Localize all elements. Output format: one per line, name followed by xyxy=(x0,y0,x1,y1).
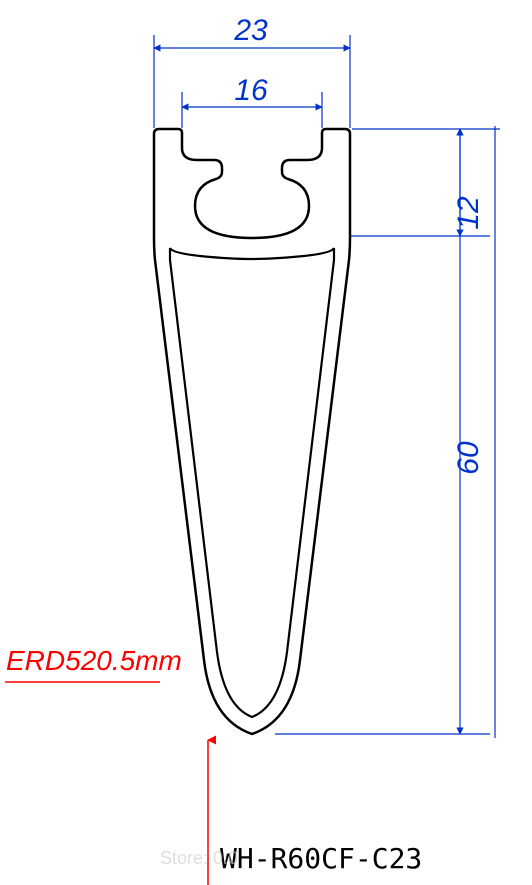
dim-inner-width-text: 16 xyxy=(234,74,268,107)
model-label-text: WH-R60CF-C23 xyxy=(220,842,422,875)
erd-text: ERD520.5mm xyxy=(6,645,182,676)
rim-inner-cavity xyxy=(170,248,334,717)
dim-rim-depth-text: 60 xyxy=(452,441,485,475)
rim-outer-profile xyxy=(154,129,350,734)
dim-brake-depth-text: 12 xyxy=(452,196,485,230)
dim-outer-width-text: 23 xyxy=(233,14,268,47)
watermark-text: Store: 0.0 xyxy=(160,848,238,869)
